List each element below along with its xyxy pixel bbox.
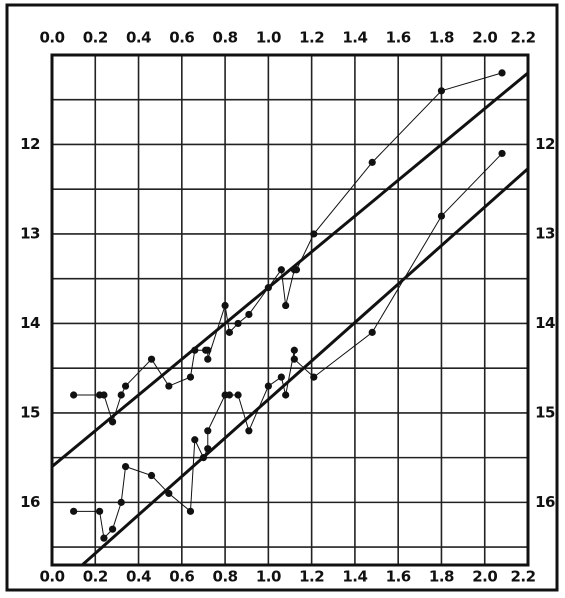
x-tick-label-top: 2.0 <box>472 29 497 47</box>
data-point <box>165 382 173 390</box>
data-point <box>234 391 242 399</box>
data-point <box>245 310 253 319</box>
x-tick-label-top: 1.0 <box>256 29 281 47</box>
x-tick-label-bottom: 0.4 <box>126 568 151 586</box>
x-tick-label-top: 1.2 <box>299 29 324 47</box>
data-point <box>186 507 195 515</box>
data-point <box>437 212 446 220</box>
data-point <box>290 355 298 363</box>
data-point <box>147 355 156 363</box>
data-point <box>121 462 130 471</box>
data-point <box>121 382 130 390</box>
y-tick-label-left: 16 <box>20 493 40 511</box>
x-tick-label-bottom: 1.0 <box>256 568 281 586</box>
y-tick-label-left: 15 <box>20 403 40 421</box>
x-tick-label-top: 0.2 <box>83 29 108 47</box>
data-point <box>117 498 125 506</box>
grid <box>52 55 528 565</box>
x-tick-label-bottom: 0.8 <box>213 568 238 586</box>
x-tick-label-bottom: 1.8 <box>429 568 454 586</box>
data-point <box>225 328 234 336</box>
data-point <box>498 69 506 77</box>
data-point <box>368 328 376 336</box>
y-tick-label-left: 13 <box>20 224 40 242</box>
data-point <box>245 427 253 435</box>
data-point <box>277 266 285 274</box>
x-tick-label-bottom: 0.6 <box>169 568 194 586</box>
data-point <box>282 301 290 310</box>
data-point <box>100 534 108 542</box>
outer-frame <box>5 3 559 592</box>
x-tick-label-bottom: 2.0 <box>472 568 497 586</box>
x-tick-label-bottom: 0.2 <box>83 568 108 586</box>
data-point <box>264 382 272 390</box>
data-point <box>225 391 234 399</box>
data-point <box>290 346 298 354</box>
data-point <box>108 525 117 533</box>
data-point <box>165 489 173 498</box>
x-tick-label-bottom: 1.2 <box>299 568 324 586</box>
y-tick-label-right: 13 <box>535 224 555 242</box>
data-point <box>437 87 446 95</box>
plot-frame <box>50 53 530 567</box>
x-tick-label-bottom: 1.4 <box>342 568 367 586</box>
x-tick-label-top: 1.4 <box>342 29 367 47</box>
data-point <box>70 391 78 399</box>
x-tick-label-top: 0.8 <box>213 29 238 47</box>
x-tick-label-bottom: 1.6 <box>386 568 411 586</box>
x-tick-label-top: 0.0 <box>39 29 64 47</box>
data-point <box>204 346 212 354</box>
data-point <box>282 391 290 399</box>
data-point <box>234 319 242 328</box>
x-tick-label-top: 1.6 <box>386 29 411 47</box>
y-tick-label-right: 12 <box>535 135 555 153</box>
y-tick-label-right: 14 <box>535 314 555 332</box>
labels: 0.0 0.0 0.2 0.2 0.4 0.4 0.6 0.6 0.8 0.8 1.0 1.0 1.2 1… <box>20 29 555 586</box>
x-tick-label-bottom: 2.2 <box>510 568 535 586</box>
data-point <box>204 355 212 363</box>
data-point <box>277 373 285 381</box>
data-point <box>70 507 78 515</box>
fit-line <box>52 71 528 468</box>
x-tick-label-top: 0.6 <box>169 29 194 47</box>
plot <box>52 69 528 565</box>
data-point <box>96 507 104 515</box>
data-point <box>498 149 506 158</box>
data-point <box>147 471 156 480</box>
data-point <box>100 391 108 399</box>
y-tick-label-left: 12 <box>20 135 40 153</box>
data-point <box>310 230 318 238</box>
data-point <box>191 436 199 444</box>
data-point <box>108 418 117 426</box>
x-tick-label-top: 2.2 <box>510 29 535 47</box>
x-tick-label-bottom: 0.0 <box>39 568 64 586</box>
data-point <box>117 391 125 399</box>
data-point <box>368 158 376 166</box>
data-point <box>204 427 212 435</box>
fit-line <box>79 167 528 565</box>
y-tick-label-left: 14 <box>20 314 40 332</box>
data-point <box>292 266 301 274</box>
data-point <box>310 373 318 381</box>
data-point <box>221 301 229 310</box>
x-tick-label-top: 0.4 <box>126 29 151 47</box>
y-tick-label-right: 16 <box>535 493 555 511</box>
x-tick-label-top: 1.8 <box>429 29 454 47</box>
data-point <box>186 373 195 381</box>
y-tick-label-right: 15 <box>535 403 555 421</box>
